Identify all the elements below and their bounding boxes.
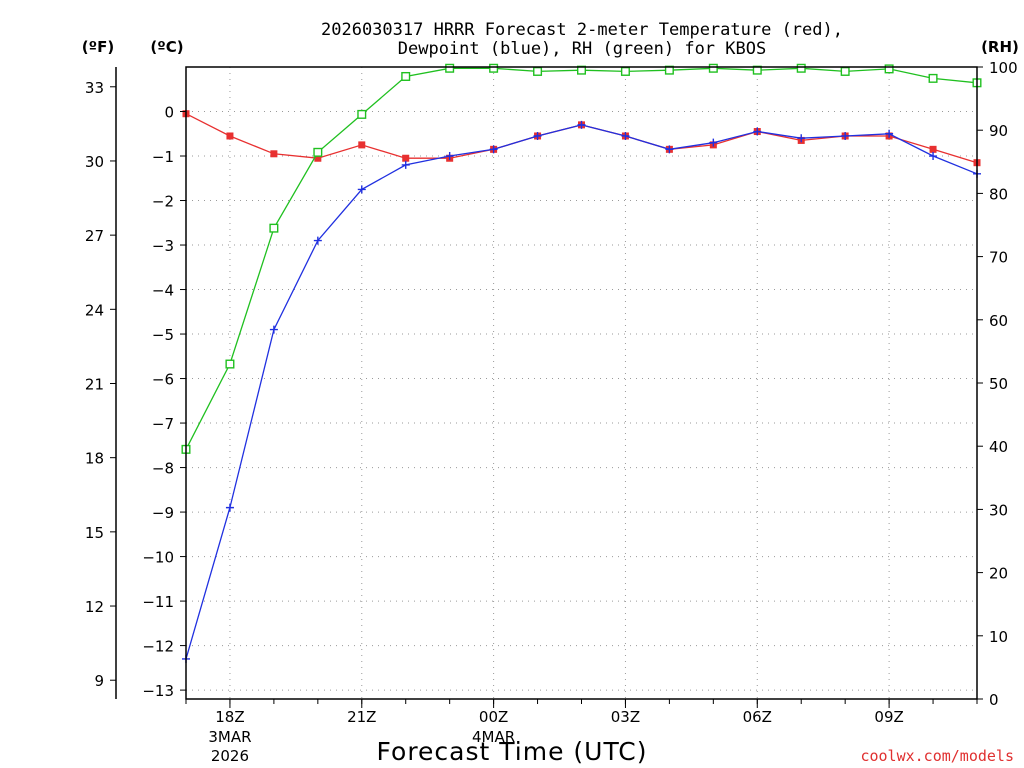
- rh-tick-label: 50: [989, 375, 1008, 393]
- dewpoint-point: [929, 152, 938, 161]
- grid-layer: [186, 67, 977, 699]
- c-tick-label: −9: [152, 504, 174, 522]
- c-tick-label: −1: [152, 148, 174, 166]
- c-tick-label: −4: [152, 282, 174, 300]
- temperature-point: [402, 154, 410, 162]
- rh-tick-label: 0: [989, 691, 999, 709]
- x-tick-date: 3MAR: [208, 728, 251, 746]
- rh-point: [357, 109, 367, 119]
- c-tick-label: −6: [152, 371, 174, 389]
- c-tick-label: −2: [152, 193, 174, 211]
- dewpoint-point: [753, 127, 762, 136]
- rh-tick-label: 60: [989, 312, 1008, 330]
- rh-point: [796, 63, 806, 73]
- x-axis-label: Forecast Time (UTC): [377, 737, 648, 766]
- dewpoint-point: [533, 131, 542, 140]
- temperature-point: [929, 145, 937, 153]
- f-tick-label: 30: [85, 153, 104, 171]
- dewpoint-point: [357, 185, 366, 194]
- rh-tick-label: 20: [989, 565, 1008, 583]
- x-tick-label: 03Z: [611, 708, 640, 726]
- plot-frame: [185, 66, 978, 700]
- f-tick-label: 33: [85, 79, 104, 97]
- dewpoint-point: [577, 120, 586, 129]
- f-tick-label: 9: [94, 672, 104, 690]
- c-tick-label: −5: [152, 326, 174, 344]
- dewpoint-point: [313, 236, 322, 245]
- dewpoint-point: [841, 131, 850, 140]
- rh-tick-label: 80: [989, 185, 1008, 203]
- c-tick-label: −10: [142, 549, 174, 567]
- dewpoint-point: [489, 145, 498, 154]
- c-tick-label: −8: [152, 460, 174, 478]
- f-tick-label: 24: [85, 301, 104, 319]
- chart-title-line2: Dewpoint (blue), RH (green) for KBOS: [398, 39, 766, 59]
- rh-tick-label: 40: [989, 438, 1008, 456]
- rh-point: [884, 64, 894, 74]
- dewpoint-line: [185, 124, 978, 660]
- temperature-point: [314, 154, 322, 162]
- rh-point: [708, 63, 718, 73]
- rh-point: [313, 147, 323, 157]
- celsius-unit-label: (ºC): [150, 38, 183, 56]
- rh-tick-label: 70: [989, 249, 1008, 267]
- x-tick-label: 00Z: [479, 708, 508, 726]
- dewpoint-point: [665, 145, 674, 154]
- f-tick-label: 12: [85, 598, 104, 616]
- rh-point: [225, 359, 235, 369]
- x-tick-year: 2026: [211, 747, 249, 765]
- dewpoint-point: [445, 152, 454, 161]
- fahrenheit-unit-label: (ºF): [82, 38, 114, 56]
- rh-tick-label: 90: [989, 122, 1008, 140]
- rh-point: [445, 63, 455, 73]
- rh-point: [928, 73, 938, 83]
- c-tick-label: −11: [142, 593, 174, 611]
- rh-tick-label: 100: [989, 59, 1018, 77]
- rh-unit-label: (RH): [981, 38, 1019, 56]
- dewpoint-point: [885, 129, 894, 138]
- dewpoint-point: [269, 325, 278, 334]
- rh-point: [401, 71, 411, 81]
- rh-tick-label: 10: [989, 628, 1008, 646]
- series-layer: [181, 63, 982, 663]
- rh-point: [269, 223, 279, 233]
- dewpoint-point: [401, 160, 410, 169]
- rh-point: [840, 66, 850, 76]
- f-tick-label: 18: [85, 450, 104, 468]
- rh-point: [489, 63, 499, 73]
- c-tick-label: −7: [152, 415, 174, 433]
- axis-layer: 0 −1 −2 −3 −4 −5 −6 −7 −8 −9 −10 −11 −12 −13 33 30 27 24 2…: [85, 59, 1018, 765]
- rh-tick-label: 30: [989, 501, 1008, 519]
- x-tick-label: 21Z: [347, 708, 376, 726]
- x-tick-label: 18Z: [215, 708, 244, 726]
- f-tick-label: 21: [85, 375, 104, 393]
- x-tick-label: 06Z: [743, 708, 772, 726]
- c-tick-label: −3: [152, 237, 174, 255]
- c-tick-label: 0: [164, 104, 174, 122]
- dewpoint-point: [797, 134, 806, 143]
- credit-text: coolwx.com/models: [860, 747, 1014, 765]
- chart-title-line1: 2026030317 HRRR Forecast 2-meter Tempera…: [321, 20, 843, 40]
- rh-point: [620, 66, 630, 76]
- c-tick-label: −13: [142, 682, 174, 700]
- dewpoint-point: [621, 131, 630, 140]
- f-tick-label: 15: [85, 524, 104, 542]
- temperature-point: [270, 150, 278, 158]
- x-tick-label: 09Z: [874, 708, 903, 726]
- temperature-point: [226, 132, 234, 140]
- f-tick-label: 27: [85, 227, 104, 245]
- c-tick-label: −12: [142, 638, 174, 656]
- dewpoint-point: [225, 503, 234, 512]
- rh-point: [533, 66, 543, 76]
- temperature-point: [358, 141, 366, 149]
- dewpoint-point: [709, 138, 718, 147]
- x-tick-date: 4MAR: [472, 728, 515, 746]
